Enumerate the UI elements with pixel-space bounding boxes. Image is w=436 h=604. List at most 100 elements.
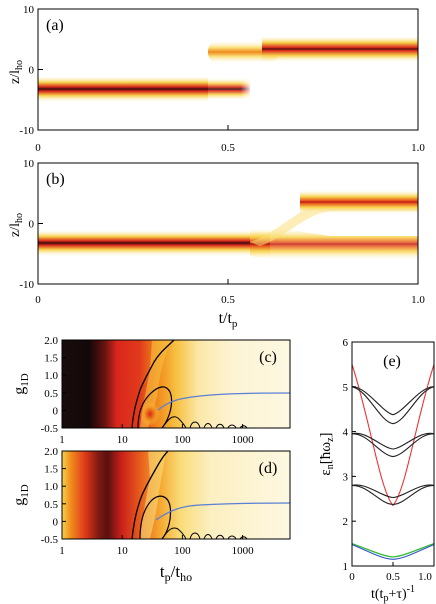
panel-a-lower-band: [38, 76, 208, 102]
panel-d-ylabel: g1D: [11, 484, 31, 506]
panel-b-label: (b): [46, 171, 65, 188]
panel-d-xtick-1: 10: [117, 545, 129, 557]
panel-c-contour-inner: [137, 386, 173, 428]
panel-a-xtick-2: 1.0: [411, 142, 425, 154]
panel-d-xtick-2: 100: [174, 545, 191, 557]
panel-e-xlabel: t(tp+τ)-1: [371, 584, 415, 604]
panel-d-heatmap-fill: [62, 451, 290, 539]
panel-d-contour-ripples: [161, 527, 248, 539]
panel-d-xtick-0: 1: [59, 545, 65, 557]
panel-c-xtick-2: 100: [174, 434, 191, 446]
panel-d-ytick-4: 0: [53, 516, 59, 528]
panel-e-green-curve: [352, 542, 434, 558]
panel-b-xlabel: t/tp: [219, 310, 238, 330]
panel-a-xtick-0: 0: [35, 142, 41, 154]
panel-e-blue-curve: [352, 543, 434, 560]
panel-d-ytick-3: 0.5: [44, 499, 58, 511]
panel-e-level-3-upper: [352, 432, 434, 450]
panel-d-xlabel: tp/tho: [160, 562, 192, 584]
panel-d-ytick-2: 1.0: [44, 481, 58, 493]
panel-e: (e) 6 5 4 3 2 1 0 0.5 1.0 εn[ħωz] t(tp+τ…: [318, 337, 435, 604]
panel-e-xtick-1: 0.5: [386, 571, 400, 583]
panel-c-blue-line: [157, 392, 290, 411]
panel-e-level-4-lower: [352, 386, 434, 425]
panel-d-ytick-0: 2.0: [44, 446, 58, 458]
panel-e-level-3-lower: [352, 433, 434, 458]
panel-c-ytick-4: 0: [53, 405, 59, 417]
panel-b-ytick-bottom: -10: [19, 279, 34, 291]
panel-a-lower-band-fade: [208, 76, 252, 102]
panel-c-heatmap-fill: [62, 340, 290, 428]
panel-d-ticks: [62, 450, 244, 540]
panel-d-blue-line: [155, 502, 290, 521]
panel-c-label: (c): [259, 349, 277, 366]
panel-c-ticks: [62, 339, 244, 429]
panel-e-ytick-1: 5: [343, 382, 349, 394]
panel-b-xtick-1: 0.5: [221, 294, 235, 306]
panel-d-label: (d): [259, 460, 278, 477]
panel-e-red-curve: [352, 364, 434, 507]
panel-c-heatmap: [62, 340, 290, 428]
panel-b-lower-band-right: [250, 228, 418, 260]
panel-a-xtick-1: 0.5: [221, 142, 235, 154]
panel-c-ytick-1: 1.5: [44, 353, 58, 365]
panel-e-ytick-4: 2: [343, 516, 349, 528]
panel-b-ylabel: z/lho: [8, 213, 25, 237]
panel-c-ytick-5: -0.5: [41, 423, 59, 435]
panel-b-xtick-0: 0: [35, 294, 41, 306]
panel-e-xtick-2: 1.0: [418, 571, 432, 583]
panel-e-ytick-2: 4: [343, 427, 349, 439]
panel-c-ylabel: g1D: [11, 373, 31, 395]
panel-b-upper-band: [300, 190, 418, 214]
panel-a-upper-band: [262, 36, 418, 62]
panel-c-frame: [61, 339, 291, 429]
panel-d: (d) 2.0 1.5 1.0 0.5 0 -0.5 1 10 100 1000…: [11, 446, 291, 584]
panel-a-label: (a): [46, 17, 64, 34]
panel-a-ticks: [37, 8, 419, 131]
panel-e-ticks: [352, 341, 394, 567]
panel-c-ytick-3: 0.5: [44, 388, 58, 400]
panel-e-level-2-upper: [352, 484, 434, 499]
panel-a-upper-band-start: [208, 41, 278, 63]
panel-c-xtick-0: 1: [59, 434, 65, 446]
panel-b-ytick-mid: 0: [29, 219, 35, 231]
panel-b-plot-area: [38, 163, 418, 284]
panel-b-lower-band: [38, 230, 270, 256]
panel-a: (a) 10 0 -10 0 0.5 1.0 z/lho: [8, 4, 425, 154]
panel-d-frame: [61, 450, 291, 540]
panel-c-xtick-1: 10: [117, 434, 129, 446]
panel-a-ylabel: z/lho: [8, 60, 25, 84]
panel-e-plot-area: [352, 342, 434, 566]
panel-b-ytick-top: 10: [23, 158, 35, 170]
panel-a-heatmap: [38, 36, 418, 102]
panel-d-xtick-3: 1000: [232, 545, 255, 557]
panel-d-transition-band: [140, 451, 166, 539]
panel-c-hotspot: [140, 402, 160, 426]
panel-c-ytick-2: 1.0: [44, 370, 58, 382]
panel-a-ytick-bottom: -10: [19, 125, 34, 137]
panel-b-heatmap: [38, 190, 418, 260]
panel-c: (c) 2.0 1.5 1.0 0.5 0 -0.5 1 10 100 1000…: [11, 335, 291, 446]
panel-e-level-4-upper: [352, 386, 434, 416]
panel-e-curves: [352, 364, 434, 560]
panel-c-contour-outer: [131, 340, 175, 428]
panel-a-ytick-top: 10: [23, 4, 35, 16]
panel-e-level-2-lower: [352, 484, 434, 505]
panel-b-ticks: [38, 162, 229, 285]
panel-d-contour-outer: [131, 451, 169, 539]
panel-d-ytick-5: -0.5: [41, 534, 59, 546]
panel-c-xtick-3: 1000: [232, 434, 255, 446]
panel-e-ytick-0: 6: [343, 337, 349, 349]
panel-b: (b) 10 0 -10 0 0.5 1.0 z/lho t/tp: [8, 158, 425, 330]
panel-c-contour-ripples: [161, 416, 248, 428]
panel-a-plot-area: [38, 9, 418, 130]
panel-d-heatmap: [62, 451, 290, 539]
panel-e-ytick-3: 3: [343, 471, 349, 483]
panel-e-label: (e): [383, 353, 401, 370]
panel-a-ytick-mid: 0: [29, 65, 35, 77]
panel-e-ylabel: εn[ħωz]: [318, 432, 336, 475]
panel-e-xtick-0: 0: [349, 571, 355, 583]
panel-c-ytick-0: 2.0: [44, 335, 58, 347]
panel-e-ytick-5: 1: [343, 561, 349, 573]
